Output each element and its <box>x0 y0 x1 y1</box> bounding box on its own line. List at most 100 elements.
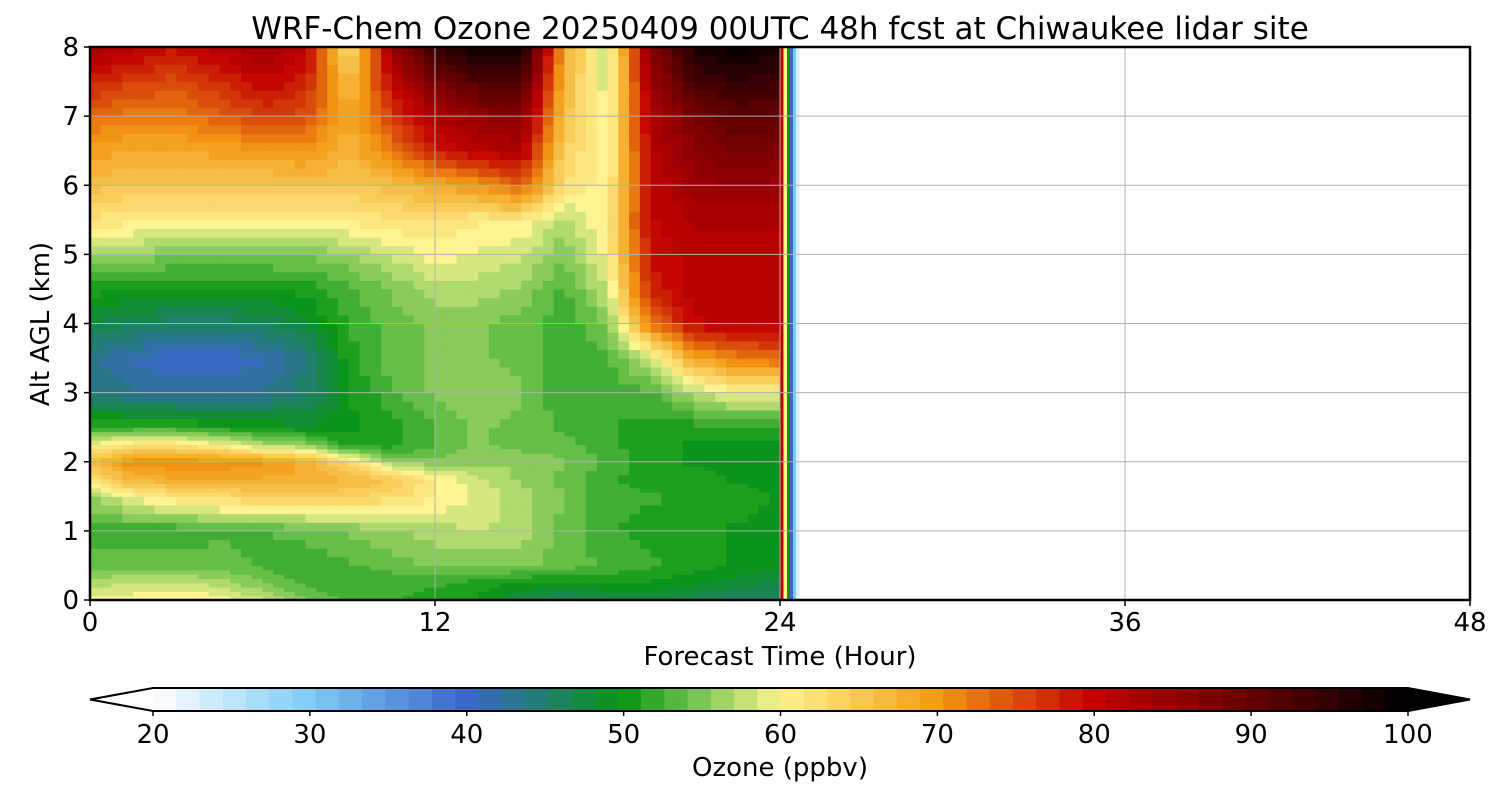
heatmap-cell <box>672 55 684 65</box>
heatmap-cell <box>262 491 274 497</box>
heatmap-cell <box>251 470 264 476</box>
heatmap-cell <box>90 90 102 100</box>
colorbar-swatch <box>641 688 665 711</box>
heatmap-cell <box>262 211 274 221</box>
heatmap-cell <box>240 487 253 493</box>
heatmap-cell <box>370 254 382 264</box>
heatmap-cell <box>305 55 318 65</box>
heatmap-cell <box>715 587 727 592</box>
heatmap-cell <box>575 556 587 567</box>
heatmap-cell <box>391 211 404 221</box>
heatmap-cell <box>445 565 458 571</box>
heatmap-cell <box>639 522 652 532</box>
heatmap-cell <box>294 167 307 178</box>
heatmap-cell <box>607 90 619 100</box>
heatmap-cell <box>348 193 361 204</box>
heatmap-cell <box>585 219 598 230</box>
heatmap-cell <box>607 587 619 592</box>
heatmap-cell <box>305 47 318 57</box>
heatmap-cell <box>348 474 361 480</box>
heatmap-cell <box>208 483 220 489</box>
heatmap-cell <box>693 64 706 74</box>
heatmap-cell <box>359 280 371 290</box>
heatmap-cell <box>154 444 167 450</box>
heatmap-cell <box>704 228 716 238</box>
heatmap-cell <box>488 358 501 368</box>
heatmap-cell <box>650 479 663 484</box>
heatmap-cell <box>661 47 673 57</box>
heatmap-cell <box>553 504 565 515</box>
heatmap-cell <box>187 513 199 523</box>
heatmap-cell <box>736 427 749 433</box>
heatmap-cell <box>726 457 738 463</box>
heatmap-cell <box>230 323 242 333</box>
heatmap-cell <box>316 556 328 567</box>
heatmap-cell <box>262 522 274 532</box>
heatmap-cell <box>208 582 220 588</box>
heatmap-cell <box>726 64 738 74</box>
heatmap-cell <box>284 271 296 281</box>
heatmap-cell <box>240 440 253 446</box>
heatmap-cell <box>715 487 727 493</box>
heatmap-cell <box>208 81 220 91</box>
heatmap-cell <box>618 383 630 394</box>
heatmap-cell <box>672 271 684 281</box>
heatmap-cell <box>294 280 307 290</box>
heatmap-cell <box>391 440 404 446</box>
heatmap-cell <box>693 55 706 65</box>
heatmap-cell <box>596 150 609 160</box>
heatmap-cell <box>564 522 576 532</box>
heatmap-cell <box>197 55 210 65</box>
heatmap-cell <box>704 81 716 91</box>
heatmap-cell <box>747 491 760 497</box>
heatmap-cell <box>122 556 134 567</box>
heatmap-cell <box>284 578 296 584</box>
heatmap-cell <box>564 211 576 221</box>
heatmap-cell <box>575 401 587 411</box>
heatmap-cell <box>532 116 544 126</box>
heatmap-cell <box>758 288 770 299</box>
heatmap-cell <box>133 587 145 592</box>
heatmap-cell <box>769 548 781 558</box>
heatmap-cell <box>758 314 770 325</box>
heatmap-cell <box>262 306 274 316</box>
heatmap-cell <box>478 254 490 264</box>
heatmap-cell <box>553 448 565 454</box>
heatmap-cell <box>154 431 167 437</box>
heatmap-cell <box>478 491 490 497</box>
heatmap-cell <box>133 245 145 255</box>
heatmap-cell <box>240 427 253 433</box>
heatmap-cell <box>176 582 188 588</box>
heatmap-cell <box>176 340 188 351</box>
heatmap-cell <box>618 167 630 178</box>
heatmap-cell <box>478 306 490 316</box>
heatmap-cell <box>510 237 522 247</box>
heatmap-cell <box>585 150 598 160</box>
heatmap-cell <box>467 211 479 221</box>
heatmap-cell <box>133 142 145 152</box>
heatmap-cell <box>187 470 199 476</box>
heatmap-cell <box>661 578 673 584</box>
heatmap-cell <box>726 431 738 437</box>
heatmap-cell <box>251 487 264 493</box>
heatmap-cell <box>596 461 609 467</box>
heatmap-cell <box>230 142 242 152</box>
heatmap-cell <box>240 539 253 549</box>
heatmap-cell <box>251 578 264 584</box>
heatmap-cell <box>165 569 177 575</box>
heatmap-cell <box>564 288 576 299</box>
heatmap-cell <box>639 595 652 600</box>
heatmap-cell <box>143 176 156 186</box>
heatmap-cell <box>327 176 339 186</box>
heatmap-cell <box>230 55 242 65</box>
heatmap-cell <box>337 435 350 441</box>
heatmap-cell <box>736 392 749 402</box>
heatmap-cell <box>542 474 555 480</box>
heatmap-cell <box>359 219 371 230</box>
heatmap-cell <box>381 444 393 450</box>
heatmap-cell <box>758 513 770 523</box>
heatmap-cell <box>90 375 102 385</box>
heatmap-cell <box>305 444 318 450</box>
heatmap-cell <box>90 401 102 411</box>
heatmap-cell <box>650 448 663 454</box>
